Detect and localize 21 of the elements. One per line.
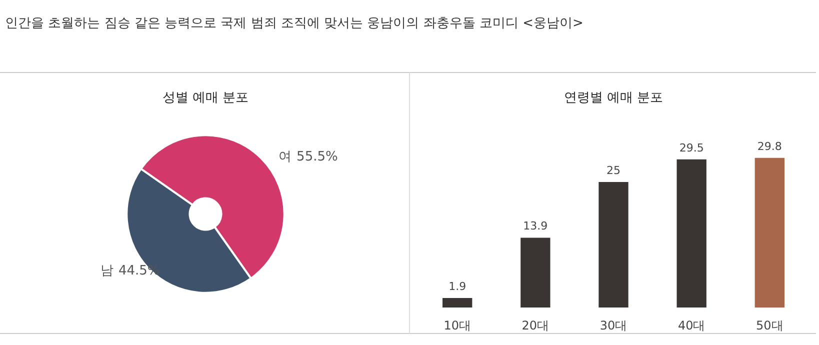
chart-title: 연령별 예매 분포 <box>564 90 664 106</box>
bar <box>598 182 628 308</box>
bar <box>520 238 550 308</box>
x-tick-label: 10대 <box>444 318 471 332</box>
bar <box>442 298 472 308</box>
x-tick-label: 50대 <box>756 318 784 332</box>
data-label: 55.5% <box>296 149 338 164</box>
x-tick-label: 40대 <box>678 318 706 332</box>
slice-label: 남 <box>100 264 114 279</box>
data-label: 13.9 <box>523 220 548 233</box>
x-tick-label: 30대 <box>600 318 628 332</box>
data-label: 29.5 <box>679 141 704 154</box>
data-label: 29.8 <box>757 140 782 153</box>
data-label: 1.9 <box>448 280 466 293</box>
x-tick-label: 20대 <box>522 318 550 332</box>
chart-title: 성별 예매 분포 <box>162 90 249 106</box>
data-label: 25 <box>606 164 620 177</box>
bar <box>676 159 706 308</box>
bar <box>754 158 784 308</box>
text: 인간을 초월하는 짐승 같은 능력으로 국제 범죄 조직에 맞서는 웅남이의 좌충우돌 코미디 <웅남이> <box>5 15 584 33</box>
slice-label: 여 <box>278 149 292 164</box>
